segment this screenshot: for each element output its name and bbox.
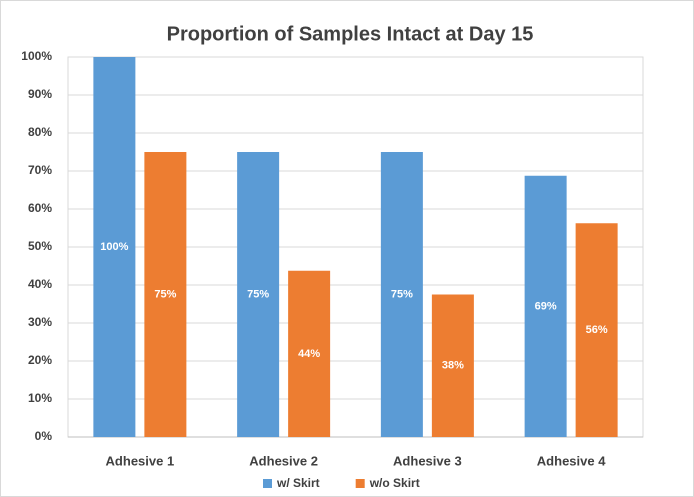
- bar: [524, 175, 567, 437]
- data-label: 44%: [298, 348, 320, 360]
- y-tick-label: 0%: [35, 429, 53, 443]
- x-tick-label: Adhesive 1: [106, 453, 175, 468]
- legend-label: w/ Skirt: [276, 476, 320, 490]
- legend-swatch: [263, 479, 272, 488]
- bar: [431, 294, 474, 437]
- x-tick-label: Adhesive 3: [393, 453, 462, 468]
- bar: [237, 152, 280, 437]
- bar: [93, 57, 136, 437]
- y-tick-label: 30%: [28, 315, 52, 329]
- y-tick-label: 60%: [28, 201, 52, 215]
- y-tick-label: 40%: [28, 277, 52, 291]
- bar: [288, 270, 331, 437]
- data-label: 69%: [535, 300, 557, 312]
- y-tick-label: 100%: [21, 49, 52, 63]
- bar: [144, 152, 187, 437]
- legend-swatch: [355, 479, 365, 488]
- x-tick-label: Adhesive 2: [249, 453, 318, 468]
- data-label: 56%: [586, 324, 608, 336]
- data-label: 100%: [100, 241, 128, 253]
- legend-label: w/o Skirt: [369, 476, 420, 490]
- data-label: 75%: [154, 288, 176, 300]
- bar: [575, 223, 618, 437]
- y-tick-label: 10%: [28, 391, 52, 405]
- data-label: 75%: [247, 288, 269, 300]
- y-tick-label: 70%: [28, 163, 52, 177]
- y-tick-label: 50%: [28, 239, 52, 253]
- y-tick-label: 80%: [28, 125, 52, 139]
- y-tick-label: 20%: [28, 353, 52, 367]
- data-label: 38%: [442, 360, 464, 372]
- bar: [380, 152, 423, 437]
- data-label: 75%: [391, 288, 413, 300]
- chart-title: Proportion of Samples Intact at Day 15: [167, 23, 534, 45]
- x-tick-label: Adhesive 4: [537, 453, 606, 468]
- y-tick-label: 90%: [28, 87, 52, 101]
